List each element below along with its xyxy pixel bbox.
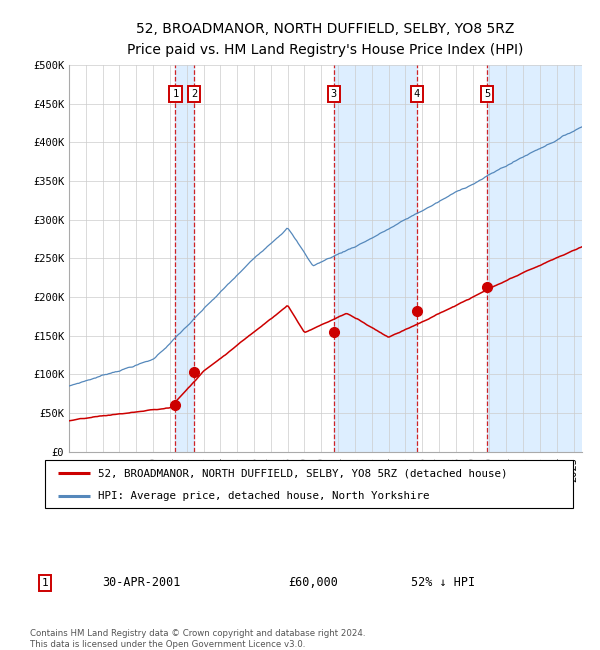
Text: 30-APR-2001: 30-APR-2001: [102, 577, 181, 590]
FancyBboxPatch shape: [45, 460, 573, 508]
Text: 4: 4: [413, 90, 420, 99]
Text: HPI: Average price, detached house, North Yorkshire: HPI: Average price, detached house, Nort…: [98, 491, 430, 501]
Text: 2: 2: [191, 90, 197, 99]
Bar: [487, 65, 582, 452]
Bar: [334, 65, 416, 452]
Text: 52, BROADMANOR, NORTH DUFFIELD, SELBY, YO8 5RZ (detached house): 52, BROADMANOR, NORTH DUFFIELD, SELBY, Y…: [98, 468, 508, 478]
Text: 3: 3: [331, 90, 337, 99]
Text: 52% ↓ HPI: 52% ↓ HPI: [411, 577, 475, 590]
Text: 1: 1: [172, 90, 179, 99]
Bar: [175, 65, 194, 452]
Text: Contains HM Land Registry data © Crown copyright and database right 2024.
This d: Contains HM Land Registry data © Crown c…: [30, 629, 365, 649]
Text: 5: 5: [484, 90, 490, 99]
Text: 1: 1: [41, 578, 49, 588]
Title: 52, BROADMANOR, NORTH DUFFIELD, SELBY, YO8 5RZ
Price paid vs. HM Land Registry's: 52, BROADMANOR, NORTH DUFFIELD, SELBY, Y…: [127, 22, 524, 57]
Text: £60,000: £60,000: [288, 577, 338, 590]
